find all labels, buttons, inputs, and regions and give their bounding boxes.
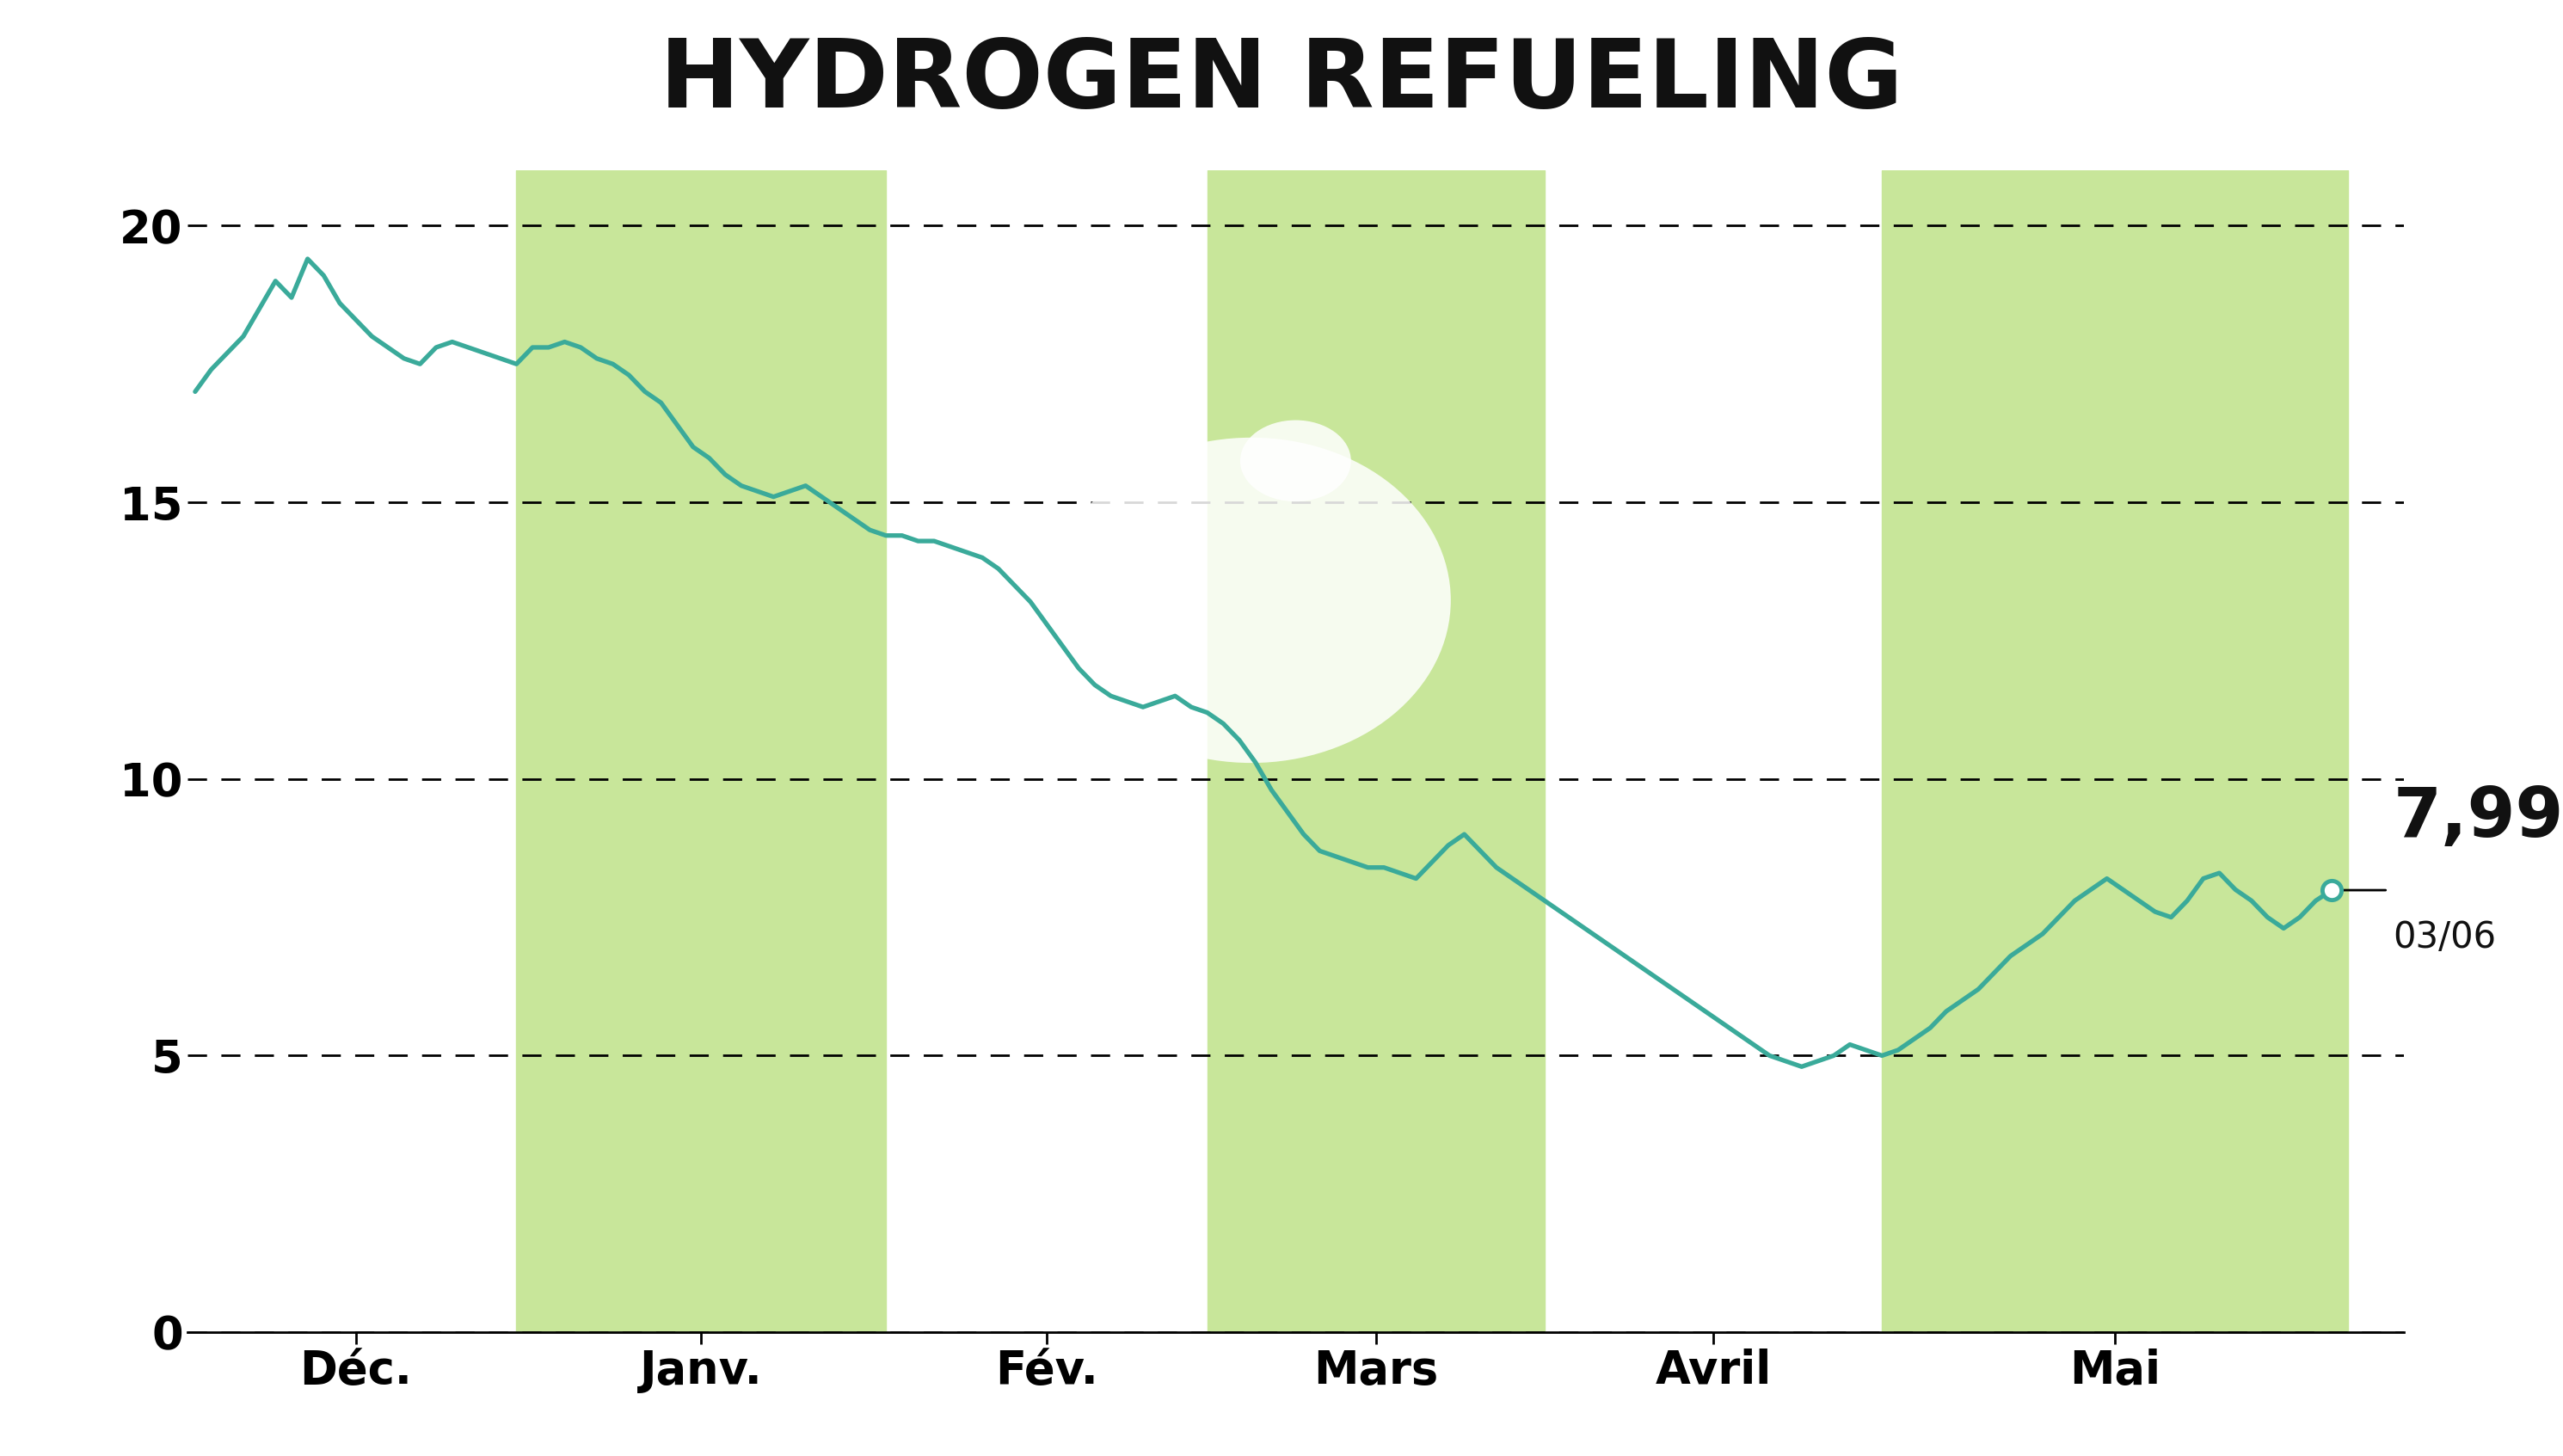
Text: 03/06: 03/06 (2394, 919, 2496, 955)
Ellipse shape (1051, 438, 1451, 763)
Text: 7,99: 7,99 (2394, 785, 2563, 852)
Ellipse shape (1240, 421, 1351, 501)
Bar (1207, 170, 1545, 1332)
Bar (515, 170, 887, 1332)
Text: HYDROGEN REFUELING: HYDROGEN REFUELING (659, 35, 1904, 127)
Bar (1881, 170, 2348, 1332)
